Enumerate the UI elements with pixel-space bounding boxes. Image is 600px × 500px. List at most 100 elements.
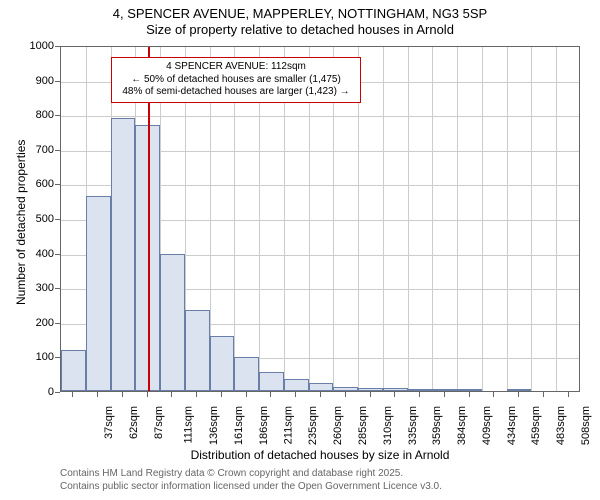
- gridline-vertical: [531, 47, 532, 391]
- ytick-mark: [55, 254, 60, 255]
- histogram-bar: [333, 387, 358, 391]
- xtick-label: 87sqm: [153, 406, 165, 439]
- ytick-label: 400: [16, 248, 54, 260]
- ytick-mark: [55, 392, 60, 393]
- xtick-label: 434sqm: [506, 406, 518, 445]
- gridline-vertical: [556, 47, 557, 391]
- xtick-mark: [469, 392, 470, 397]
- xtick-mark: [320, 392, 321, 397]
- footer-line1: Contains HM Land Registry data © Crown c…: [60, 468, 442, 481]
- xtick-mark: [345, 392, 346, 397]
- xtick-mark: [72, 392, 73, 397]
- xtick-label: 37sqm: [103, 406, 115, 439]
- gridline-vertical: [383, 47, 384, 391]
- gridline-vertical: [482, 47, 483, 391]
- gridline-vertical: [408, 47, 409, 391]
- ytick-mark: [55, 219, 60, 220]
- xtick-label: 62sqm: [128, 406, 140, 439]
- annotation-line: 48% of semi-detached houses are larger (…: [118, 86, 354, 99]
- chart-footer: Contains HM Land Registry data © Crown c…: [60, 468, 442, 493]
- xtick-mark: [394, 392, 395, 397]
- ytick-mark: [55, 46, 60, 47]
- xtick-label: 136sqm: [209, 406, 221, 445]
- annotation-line: ← 50% of detached houses are smaller (1,…: [118, 74, 354, 87]
- histogram-bar: [432, 389, 457, 391]
- xtick-mark: [518, 392, 519, 397]
- chart-title-line1: 4, SPENCER AVENUE, MAPPERLEY, NOTTINGHAM…: [0, 6, 600, 22]
- ytick-label: 200: [16, 317, 54, 329]
- histogram-bar: [408, 389, 433, 391]
- histogram-bar: [309, 383, 334, 391]
- ytick-label: 800: [16, 109, 54, 121]
- histogram-bar: [86, 196, 111, 391]
- xtick-mark: [444, 392, 445, 397]
- xtick-label: 211sqm: [282, 406, 294, 444]
- xtick-label: 186sqm: [258, 406, 270, 445]
- histogram-bar: [185, 310, 210, 391]
- ytick-label: 300: [16, 282, 54, 294]
- xtick-mark: [147, 392, 148, 397]
- ytick-label: 500: [16, 213, 54, 225]
- xtick-mark: [97, 392, 98, 397]
- ytick-label: 1000: [16, 40, 54, 52]
- xtick-mark: [122, 392, 123, 397]
- histogram-bar: [234, 357, 259, 391]
- xtick-label: 384sqm: [456, 406, 468, 445]
- xtick-label: 235sqm: [308, 406, 320, 445]
- ytick-label: 900: [16, 75, 54, 87]
- xtick-label: 459sqm: [530, 406, 542, 445]
- histogram-bar: [284, 379, 309, 391]
- xtick-mark: [221, 392, 222, 397]
- xtick-mark: [270, 392, 271, 397]
- histogram-bar: [507, 389, 532, 391]
- ytick-mark: [55, 323, 60, 324]
- xtick-label: 111sqm: [182, 406, 194, 444]
- xtick-mark: [196, 392, 197, 397]
- ytick-mark: [55, 288, 60, 289]
- histogram-bar: [358, 388, 383, 391]
- histogram-bar: [457, 389, 482, 391]
- gridline-vertical: [432, 47, 433, 391]
- histogram-chart: 4, SPENCER AVENUE, MAPPERLEY, NOTTINGHAM…: [0, 0, 600, 500]
- histogram-bar: [61, 350, 86, 391]
- annotation-line: 4 SPENCER AVENUE: 112sqm: [118, 61, 354, 74]
- gridline-vertical: [507, 47, 508, 391]
- xtick-mark: [568, 392, 569, 397]
- xtick-mark: [493, 392, 494, 397]
- xtick-mark: [246, 392, 247, 397]
- xtick-mark: [543, 392, 544, 397]
- gridline-horizontal: [61, 116, 579, 117]
- ytick-label: 700: [16, 144, 54, 156]
- gridline-vertical: [457, 47, 458, 391]
- xtick-label: 260sqm: [332, 406, 344, 445]
- xtick-label: 285sqm: [357, 406, 369, 445]
- xtick-mark: [370, 392, 371, 397]
- xtick-label: 483sqm: [555, 406, 567, 445]
- histogram-bar: [210, 336, 235, 391]
- xtick-label: 409sqm: [481, 406, 493, 445]
- ytick-mark: [55, 357, 60, 358]
- chart-title-block: 4, SPENCER AVENUE, MAPPERLEY, NOTTINGHAM…: [0, 0, 600, 39]
- histogram-bar: [259, 372, 284, 391]
- xtick-label: 310sqm: [382, 406, 394, 445]
- ytick-mark: [55, 184, 60, 185]
- xtick-mark: [295, 392, 296, 397]
- ytick-mark: [55, 150, 60, 151]
- ytick-label: 100: [16, 351, 54, 363]
- histogram-bar: [160, 254, 185, 391]
- xtick-label: 508sqm: [580, 406, 592, 445]
- xtick-mark: [419, 392, 420, 397]
- chart-title-line2: Size of property relative to detached ho…: [0, 22, 600, 38]
- annotation-box: 4 SPENCER AVENUE: 112sqm← 50% of detache…: [111, 57, 361, 103]
- ytick-label: 0: [16, 386, 54, 398]
- xtick-label: 161sqm: [233, 406, 245, 445]
- xtick-label: 359sqm: [431, 406, 443, 445]
- ytick-mark: [55, 115, 60, 116]
- xtick-mark: [171, 392, 172, 397]
- plot-area: 4 SPENCER AVENUE: 112sqm← 50% of detache…: [60, 46, 580, 392]
- histogram-bar: [383, 388, 408, 391]
- xtick-label: 335sqm: [407, 406, 419, 445]
- x-axis-title: Distribution of detached houses by size …: [60, 448, 580, 462]
- footer-line2: Contains public sector information licen…: [60, 481, 442, 494]
- ytick-label: 600: [16, 178, 54, 190]
